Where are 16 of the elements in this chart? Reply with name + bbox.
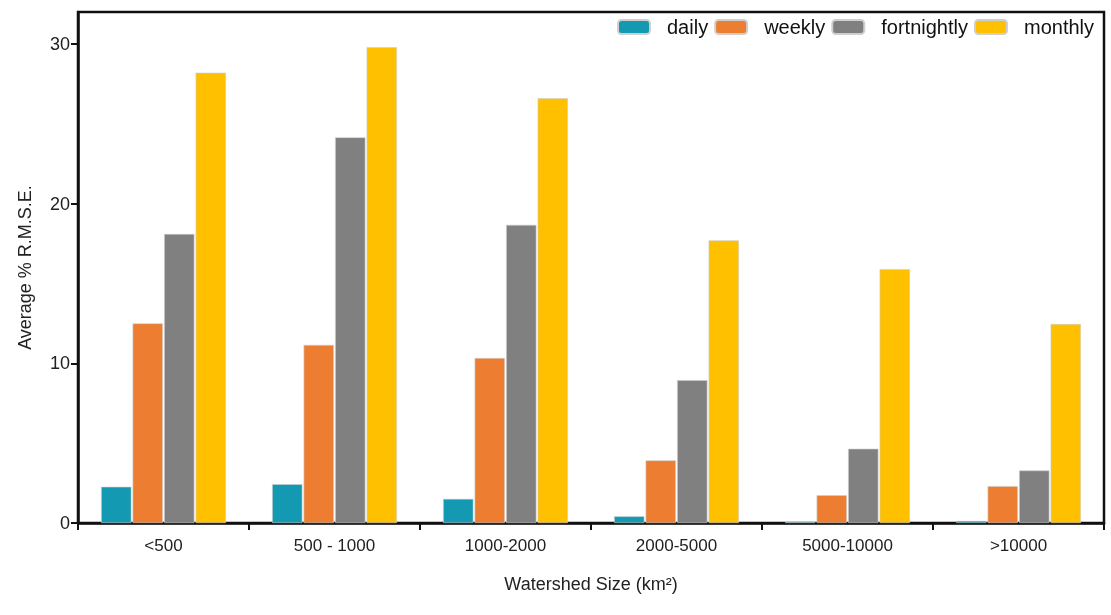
y-axis-title: Average % R.M.S.E. <box>15 185 35 350</box>
x-axis-title: Watershed Size (km²) <box>504 574 678 594</box>
y-tick-label: 30 <box>49 33 70 54</box>
legend-label: daily <box>667 16 709 38</box>
x-tick-label: 1000-2000 <box>464 536 547 555</box>
legend-label: fortnightly <box>881 16 968 38</box>
x-tick-label: <500 <box>144 536 183 555</box>
x-tick-label: 5000-10000 <box>802 536 893 555</box>
legend-label: monthly <box>1023 16 1094 38</box>
legend-label: weekly <box>763 16 826 38</box>
x-tick-label: 500 - 1000 <box>293 536 376 555</box>
y-tick-label: 10 <box>49 353 70 374</box>
y-tick-label: 0 <box>59 513 70 533</box>
x-tick-label: 2000-5000 <box>635 536 718 555</box>
y-tick-label: 20 <box>49 193 70 214</box>
x-tick-label: >10000 <box>989 536 1048 555</box>
